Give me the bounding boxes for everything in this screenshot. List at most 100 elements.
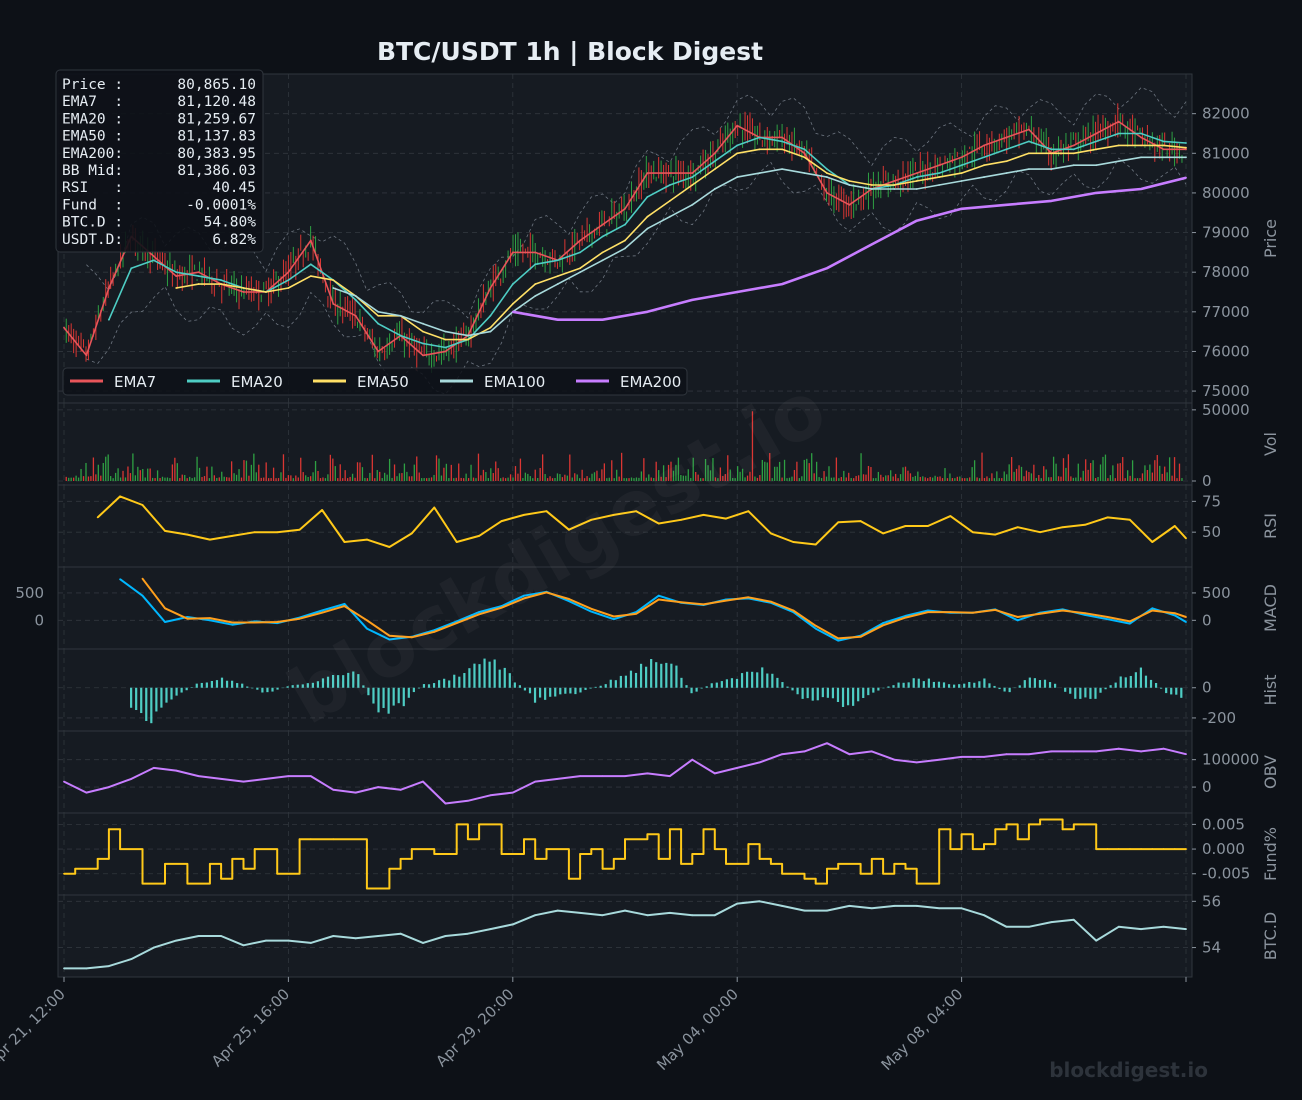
data-point xyxy=(209,539,211,541)
data-point xyxy=(725,600,727,602)
data-point xyxy=(1084,612,1086,614)
data-point xyxy=(826,910,828,912)
data-point xyxy=(1163,148,1165,150)
data-point xyxy=(1006,137,1008,139)
data-point xyxy=(994,828,996,830)
data-point xyxy=(1140,751,1142,753)
data-point xyxy=(1084,824,1086,826)
info-label: EMA7 : xyxy=(62,94,123,110)
data-point xyxy=(1174,525,1176,527)
histogram-bar xyxy=(1049,682,1051,688)
data-point xyxy=(1107,848,1109,850)
data-point xyxy=(691,184,693,186)
data-point xyxy=(893,184,895,186)
data-point xyxy=(467,933,469,935)
histogram-bar xyxy=(130,688,132,708)
data-point xyxy=(557,778,559,780)
data-point xyxy=(680,601,682,603)
data-point xyxy=(422,942,424,944)
data-point xyxy=(557,910,559,912)
histogram-bar xyxy=(1155,683,1157,688)
histogram-bar xyxy=(938,682,940,688)
data-point xyxy=(1095,164,1097,166)
data-point xyxy=(849,753,851,755)
histogram-bar xyxy=(196,684,198,688)
histogram-bar xyxy=(433,683,435,688)
histogram-bar xyxy=(494,659,496,687)
histogram-bar xyxy=(155,688,157,712)
data-point xyxy=(445,339,447,341)
histogram-bar xyxy=(226,681,228,688)
data-point xyxy=(175,940,177,942)
histogram-bar xyxy=(943,682,945,687)
data-point xyxy=(1163,748,1165,750)
data-point xyxy=(534,914,536,916)
data-point xyxy=(961,756,963,758)
data-point xyxy=(647,833,649,835)
data-point xyxy=(1006,204,1008,206)
histogram-bar xyxy=(418,688,420,689)
data-point xyxy=(153,947,155,949)
info-value: 40.45 xyxy=(212,180,256,196)
data-point xyxy=(826,267,828,269)
data-point xyxy=(1129,621,1131,623)
data-point xyxy=(916,180,918,182)
data-point xyxy=(355,937,357,939)
data-point xyxy=(1095,940,1097,942)
histogram-bar xyxy=(731,678,733,688)
histogram-bar xyxy=(453,675,455,688)
data-point xyxy=(781,141,783,143)
data-point xyxy=(972,531,974,533)
data-point xyxy=(422,323,424,325)
histogram-bar xyxy=(595,687,597,688)
data-point xyxy=(332,935,334,937)
data-point xyxy=(916,762,918,764)
data-point xyxy=(1185,621,1187,623)
data-point xyxy=(164,621,166,623)
histogram-bar xyxy=(998,688,1000,689)
data-point xyxy=(882,622,884,624)
data-point xyxy=(1006,172,1008,174)
data-point xyxy=(905,868,907,870)
data-point xyxy=(983,164,985,166)
data-point xyxy=(512,792,514,794)
data-point xyxy=(467,800,469,802)
y-tick-label: 500 xyxy=(1202,584,1231,602)
data-point xyxy=(916,905,918,907)
data-point xyxy=(714,188,716,190)
data-point xyxy=(994,534,996,536)
histogram-bar xyxy=(1140,668,1142,688)
data-point xyxy=(344,541,346,543)
histogram-bar xyxy=(993,686,995,688)
info-value: -0.0001% xyxy=(186,197,256,213)
data-point xyxy=(445,803,447,805)
panel-obv xyxy=(58,731,1192,813)
data-point xyxy=(478,535,480,537)
data-point xyxy=(198,271,200,273)
histogram-bar xyxy=(504,668,506,688)
histogram-bar xyxy=(675,666,677,688)
data-point xyxy=(175,275,177,277)
data-point xyxy=(669,184,671,186)
histogram-bar xyxy=(1024,680,1026,688)
histogram-bar xyxy=(791,688,793,691)
y-tick-label: 0.000 xyxy=(1202,840,1245,858)
histogram-bar xyxy=(978,681,980,687)
histogram-bar xyxy=(1125,677,1127,687)
data-point xyxy=(961,156,963,158)
data-point xyxy=(949,515,951,517)
data-point xyxy=(624,224,626,226)
data-point xyxy=(1095,192,1097,194)
data-point xyxy=(400,933,402,935)
data-point xyxy=(804,148,806,150)
data-point xyxy=(938,759,940,761)
data-point xyxy=(557,259,559,261)
data-point xyxy=(815,625,817,627)
data-point xyxy=(1151,610,1153,612)
data-point xyxy=(837,863,839,865)
data-point xyxy=(209,619,211,621)
histogram-bar xyxy=(569,688,571,694)
data-point xyxy=(1185,148,1187,150)
data-point xyxy=(512,924,514,926)
